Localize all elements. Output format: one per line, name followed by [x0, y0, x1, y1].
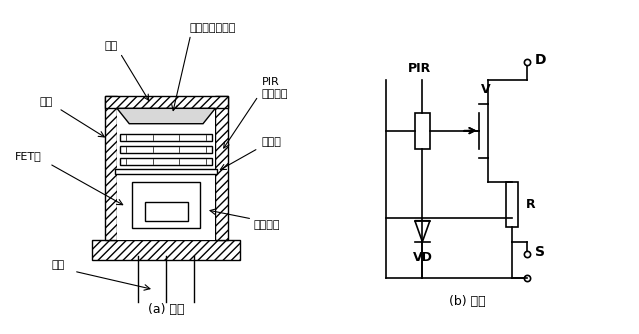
Text: 支承环: 支承环 [261, 137, 281, 147]
Text: 菲涅尔滤光透镜: 菲涅尔滤光透镜 [189, 23, 235, 33]
Text: (b) 内部: (b) 内部 [449, 295, 486, 308]
Bar [215, 96, 227, 240]
Bar [415, 113, 430, 149]
Polygon shape [415, 221, 430, 242]
Text: S: S [535, 245, 545, 259]
Bar [120, 146, 212, 153]
Bar [144, 202, 188, 220]
Text: FET管: FET管 [15, 151, 42, 161]
Bar [105, 96, 117, 240]
Text: V: V [481, 83, 490, 96]
Text: D: D [535, 53, 546, 67]
Text: (a) 结构: (a) 结构 [148, 303, 185, 316]
Bar [117, 108, 215, 240]
Bar [120, 158, 212, 165]
Text: PIR: PIR [408, 62, 431, 75]
Text: 电路元件: 电路元件 [254, 220, 281, 230]
Text: 引脚: 引脚 [52, 260, 65, 270]
Bar [93, 240, 240, 261]
Text: PIR: PIR [261, 77, 279, 87]
Bar [120, 134, 212, 141]
Text: 热电元件: 热电元件 [261, 89, 288, 99]
Text: 窗口: 窗口 [104, 41, 118, 51]
Bar [116, 169, 217, 174]
Bar [132, 182, 200, 228]
Bar [507, 182, 518, 227]
Text: VD: VD [412, 251, 433, 264]
Polygon shape [117, 108, 215, 124]
Text: 外壳: 外壳 [40, 97, 53, 107]
Text: R: R [526, 198, 535, 211]
Bar [105, 96, 227, 108]
